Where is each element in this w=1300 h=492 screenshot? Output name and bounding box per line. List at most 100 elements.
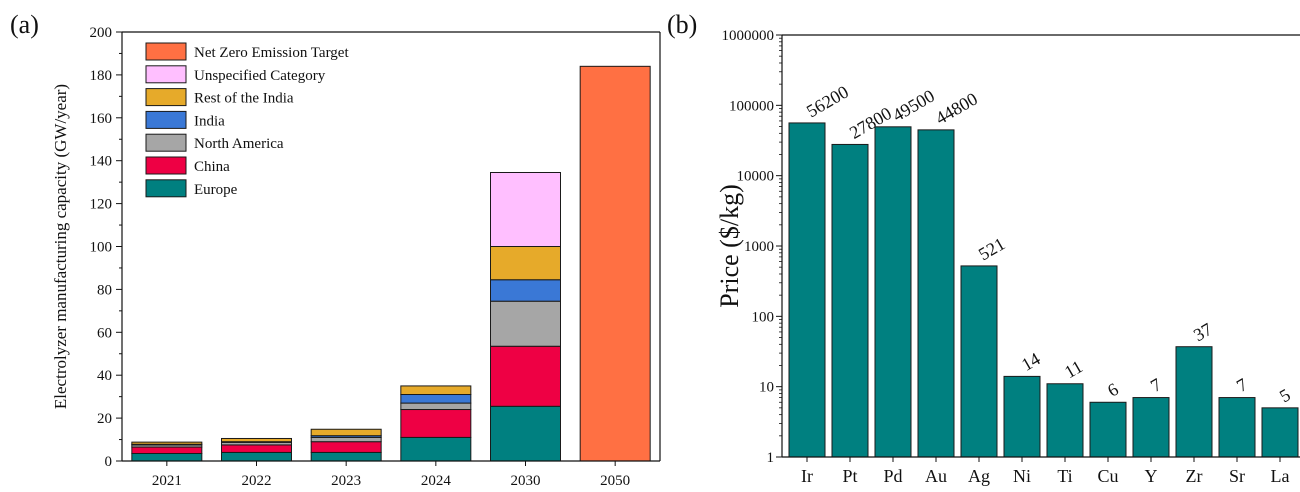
bar-segment (490, 171, 561, 247)
bar (1046, 383, 1084, 458)
bar (917, 129, 955, 458)
y-tick-label: 1000 (744, 239, 774, 255)
bar (1089, 401, 1127, 458)
y-tick-label: 120 (90, 197, 113, 213)
legend-label: Net Zero Emission Target (194, 45, 349, 61)
x-tick-label: 2021 (152, 473, 182, 489)
bar-segment (490, 246, 561, 281)
bar-segment (490, 345, 561, 407)
legend-swatch (145, 42, 187, 61)
legend-label: China (194, 159, 230, 175)
chart-panel-b: (b) Ir56200Pt27800Pd49500Au44800Ag521Ni1… (667, 10, 1300, 486)
bar-segment (131, 446, 203, 454)
legend-swatch (145, 133, 187, 152)
y-tick-label: 200 (90, 25, 113, 41)
y-tick-label: 10000 (737, 169, 775, 185)
x-tick-label: Cu (1097, 466, 1118, 486)
y-tick-label: 140 (90, 154, 113, 170)
bar-segment (579, 65, 651, 462)
x-tick-label: Y (1145, 466, 1158, 486)
legend-label: India (194, 113, 225, 129)
y-tick-label: 10 (759, 380, 774, 396)
legend-label: Unspecified Category (194, 68, 326, 84)
bar (1261, 407, 1299, 458)
data-label: 44800 (932, 89, 981, 129)
bar-segment (221, 437, 292, 443)
bar-segment (310, 436, 382, 443)
data-label: 5 (1276, 384, 1294, 406)
legend-label: Europe (194, 182, 238, 198)
bar-segment (400, 394, 472, 404)
y-tick-label: 1 (767, 450, 775, 466)
bar-segment (310, 451, 382, 462)
data-label: 7 (1233, 374, 1251, 396)
data-label: 11 (1061, 356, 1086, 382)
bar (788, 122, 826, 458)
x-tick-label: 2023 (331, 473, 361, 489)
y-axis-label: Price ($/kg) (715, 184, 744, 307)
legend-swatch (145, 156, 187, 175)
bar (1003, 375, 1041, 458)
y-tick-label: 60 (97, 325, 112, 341)
bar (1218, 397, 1256, 458)
bar (874, 126, 912, 458)
y-tick-label: 100000 (729, 98, 774, 114)
bar-segment (400, 436, 472, 462)
x-tick-label: Sr (1229, 466, 1245, 486)
bar-segment (310, 428, 382, 437)
x-tick-label: La (1271, 466, 1290, 486)
x-tick-label: Pt (842, 466, 857, 486)
legend-label: Rest of the India (194, 91, 294, 107)
data-label: 521 (975, 234, 1008, 265)
x-tick-label: Ir (801, 466, 813, 486)
y-tick-label: 160 (90, 111, 113, 127)
y-tick-label: 0 (105, 454, 113, 470)
y-tick-label: 180 (90, 68, 113, 84)
x-tick-label: Pd (883, 466, 902, 486)
bar-segment (310, 441, 382, 453)
legend-swatch (145, 179, 187, 198)
chart-panel-a: (a) 2021 2022 2023 2024 2030 2050 0 20 40 60 80 100… (10, 10, 661, 489)
data-label: 6 (1104, 379, 1122, 401)
bar-segment (490, 279, 561, 302)
y-tick-label: 1000000 (722, 28, 775, 44)
bar (1132, 397, 1170, 458)
y-tick-label: 100 (90, 240, 113, 256)
data-label: 56200 (803, 82, 852, 122)
y-tick-label: 80 (97, 282, 112, 298)
x-tick-label: Ag (968, 466, 990, 486)
legend-swatch (145, 88, 187, 107)
legend-label: North America (194, 136, 284, 152)
y-tick-label: 100 (752, 309, 775, 325)
x-tick-label: Zr (1186, 466, 1203, 486)
x-tick-label: 2050 (600, 473, 630, 489)
bar-segment (221, 444, 292, 453)
x-tick-label: Au (925, 466, 947, 486)
bar-segment (131, 441, 203, 445)
bar (1175, 346, 1213, 458)
bar-segment (400, 385, 472, 396)
bar-segment (221, 451, 292, 462)
data-label: 14 (1018, 349, 1044, 375)
x-tick-label: Ti (1057, 466, 1072, 486)
panel-a-tag: (a) (10, 10, 39, 39)
bar-segment (131, 452, 203, 462)
bar-segment (490, 405, 561, 462)
bar-segment (400, 409, 472, 438)
y-tick-label: 40 (97, 368, 112, 384)
bar-segment (400, 402, 472, 411)
y-axis-label: Electrolyzer manufacturing capacity (GW/… (51, 84, 70, 409)
x-tick-label: 2024 (421, 473, 452, 489)
data-label: 49500 (889, 85, 938, 125)
bar (831, 143, 869, 458)
data-label: 37 (1190, 319, 1216, 345)
legend-swatch (145, 65, 187, 84)
bar-segment (490, 300, 561, 347)
x-tick-label: Ni (1013, 466, 1031, 486)
x-tick-label: 2022 (242, 473, 272, 489)
y-tick-label: 20 (97, 411, 112, 427)
data-label: 7 (1147, 374, 1165, 396)
x-tick-label: 2030 (511, 473, 541, 489)
panel-b-tag: (b) (667, 10, 697, 39)
